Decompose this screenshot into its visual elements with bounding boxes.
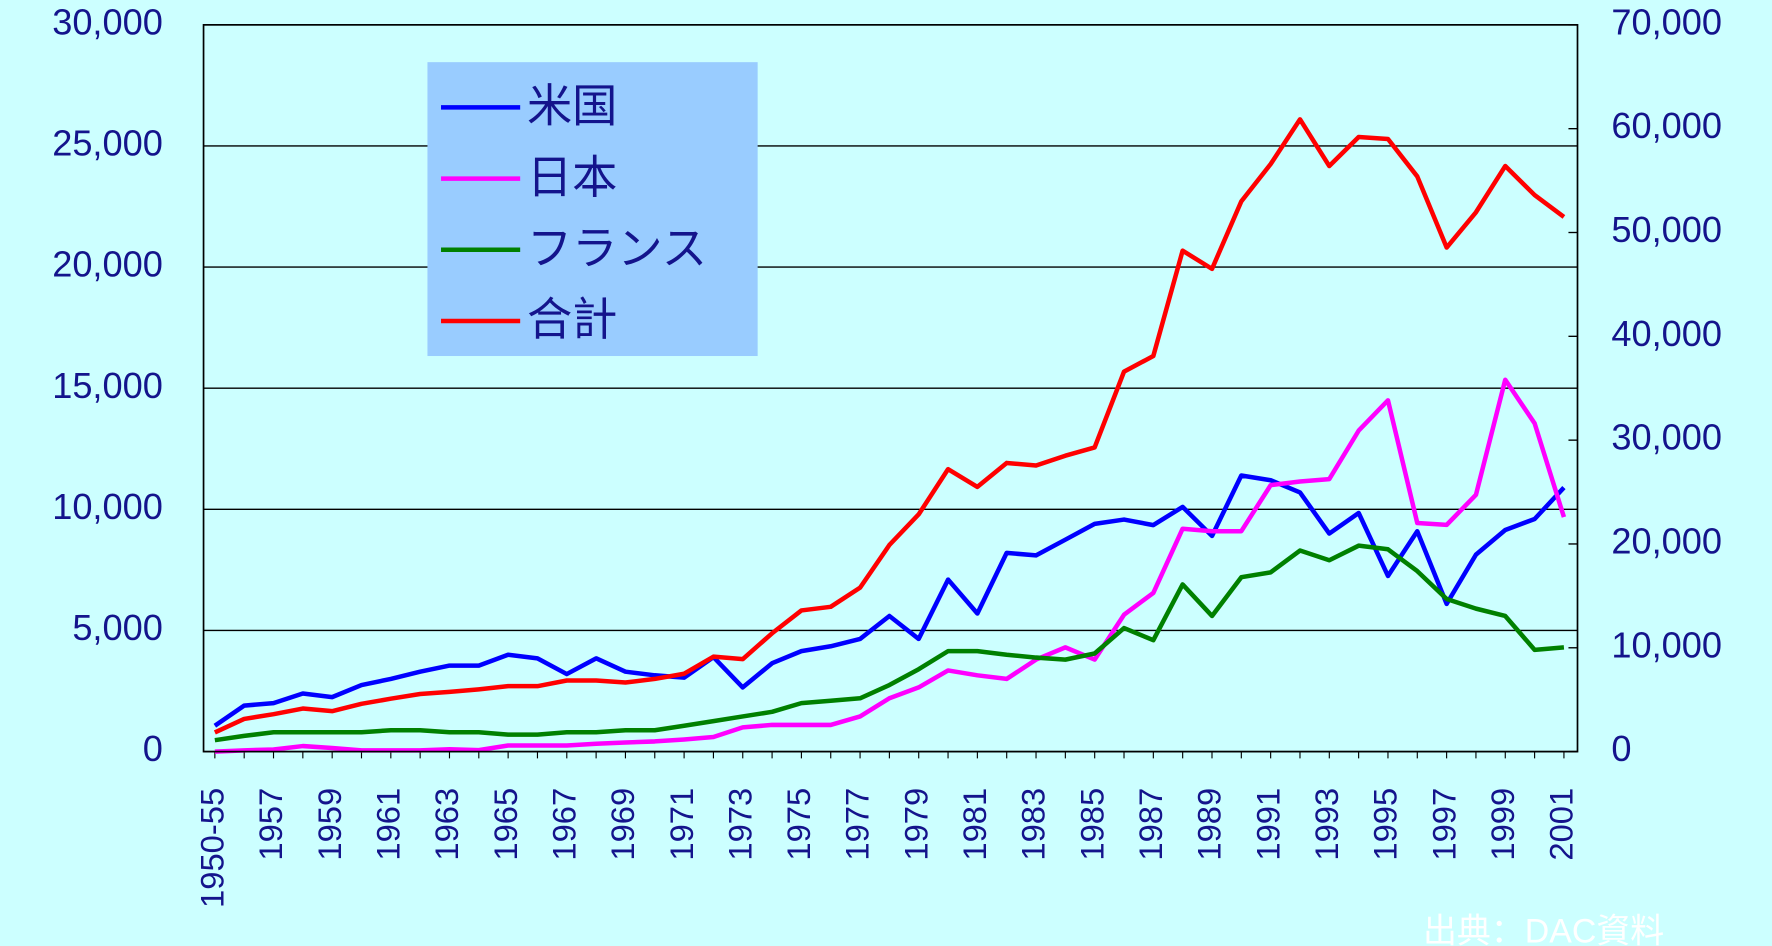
y2-tick-label: 20,000	[1611, 521, 1722, 562]
y2-tick-label: 60,000	[1611, 105, 1722, 146]
legend-label: 日本	[527, 152, 617, 203]
y-tick-label: 0	[143, 728, 163, 769]
y2-tick-label: 40,000	[1611, 313, 1722, 354]
x-tick-label: 1995	[1367, 788, 1404, 861]
y-tick-label: 25,000	[52, 123, 163, 164]
x-tick-label: 1997	[1425, 788, 1462, 861]
plot-frame	[202, 24, 1579, 753]
y-tick-label: 10,000	[52, 486, 163, 527]
legend-label: 米国	[527, 81, 617, 132]
x-tick-label: 1981	[956, 788, 993, 861]
x-tick-label: 1989	[1191, 788, 1228, 861]
series-line	[214, 543, 1565, 743]
x-tick-label: 1985	[1073, 788, 1110, 861]
x-tick-label: 2001	[1543, 788, 1580, 861]
x-tick-label: 1993	[1308, 788, 1345, 861]
y-tick-label: 5,000	[72, 607, 163, 648]
x-tick-label: 1973	[721, 788, 758, 861]
y2-tick-label: 30,000	[1611, 417, 1722, 458]
series-line	[213, 117, 1566, 735]
x-tick-label: 1971	[663, 788, 700, 861]
y2-tick-label: 70,000	[1611, 1, 1722, 42]
series-line	[213, 473, 1566, 728]
y-tick-label: 15,000	[52, 365, 163, 406]
x-tick-label: 1991	[1249, 788, 1286, 861]
y-tick-label: 30,000	[52, 1, 163, 42]
lines	[213, 117, 1567, 754]
x-tick-label: 1957	[252, 788, 289, 861]
y2-tick-label: 10,000	[1611, 624, 1722, 665]
source: 出典：DAC資料	[1423, 913, 1664, 946]
x-tick-label: 1963	[428, 788, 465, 861]
x-tick-label: 1987	[1132, 788, 1169, 861]
x-tick-label: 1950-55	[194, 788, 231, 908]
x-tick-label: 1975	[780, 788, 817, 861]
x-tick-label: 1979	[897, 788, 934, 861]
x-tick-label: 1965	[487, 788, 524, 861]
legend-box	[427, 62, 758, 357]
x-tick-label: 1969	[604, 788, 641, 861]
x-tick-label: 1999	[1484, 788, 1521, 861]
x-tick-label: 1983	[1015, 788, 1052, 861]
y-tick-label: 20,000	[52, 244, 163, 285]
x-tick-label: 1959	[311, 788, 348, 861]
series-line	[214, 377, 1567, 754]
legend-label: 合計	[527, 294, 617, 345]
legend-label: フランス	[527, 223, 707, 274]
y2-tick-label: 50,000	[1611, 209, 1722, 250]
y2-tick-label: 0	[1611, 728, 1631, 769]
x-tick-label: 1961	[369, 788, 406, 861]
x-tick-label: 1967	[545, 788, 582, 861]
x-tick-label: 1977	[839, 788, 876, 861]
